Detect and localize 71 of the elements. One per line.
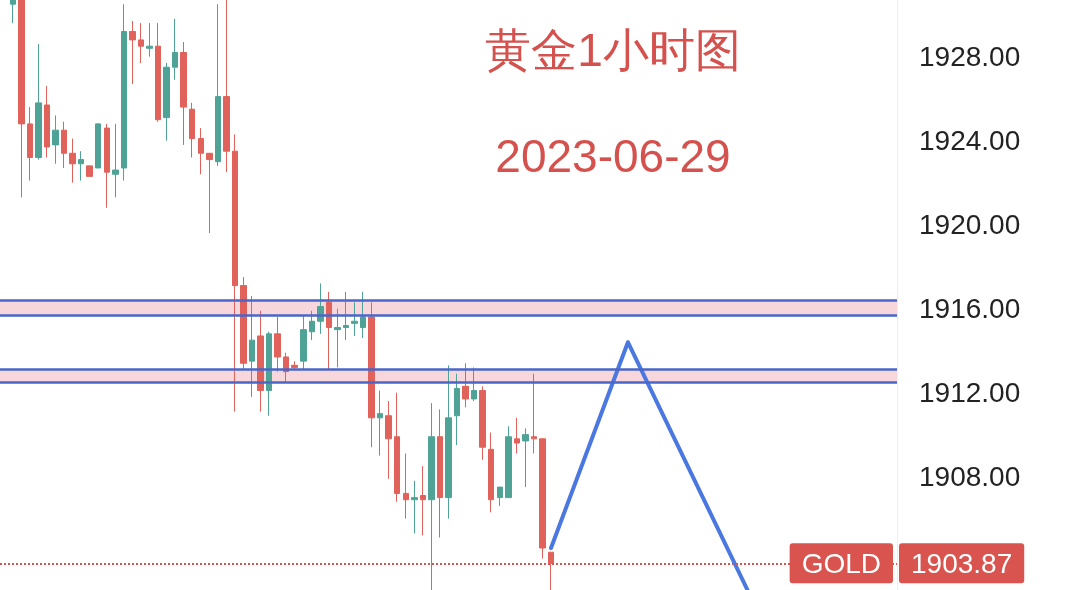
candlestick (69, 138, 76, 184)
candlestick (138, 22, 144, 64)
y-tick-label: 1916.00 (919, 293, 1021, 325)
y-tick-label: 1912.00 (919, 377, 1021, 409)
candlestick (78, 150, 84, 182)
candlestick (112, 123, 119, 198)
candlestick (539, 438, 546, 560)
candlestick (326, 291, 332, 371)
candlestick (189, 102, 195, 158)
candlestick (18, 0, 25, 198)
candlestick (454, 373, 460, 446)
candlestick (497, 486, 503, 507)
candlestick (309, 310, 315, 341)
candlestick (360, 291, 366, 339)
candlestick (471, 366, 477, 402)
candlestick (121, 3, 127, 182)
candlestick (368, 301, 375, 448)
candlestick (198, 127, 204, 175)
candlestick (437, 408, 443, 539)
candlestick (394, 392, 400, 503)
candlestick (206, 152, 213, 234)
candlestick (514, 417, 520, 455)
candlestick (291, 360, 298, 371)
candlestick (223, 0, 230, 173)
candlestick (300, 314, 307, 371)
candlestick (462, 362, 469, 408)
candlestick (146, 22, 153, 58)
candlestick (522, 427, 529, 488)
candlestick (249, 295, 255, 398)
candlestick (232, 133, 238, 413)
candlestick (35, 43, 42, 161)
candlestick (377, 390, 383, 457)
candlestick (531, 373, 537, 455)
candlestick (428, 402, 435, 590)
y-tick-label: 1924.00 (919, 125, 1021, 157)
candlestick (172, 18, 178, 81)
candlestick (274, 316, 281, 373)
candlestick (411, 480, 418, 534)
candlestick (215, 3, 221, 167)
candlestick (351, 301, 358, 337)
ref-line-label: 1903.87 (911, 547, 1013, 579)
candlestick (86, 165, 93, 177)
candlestick (240, 276, 247, 371)
candlestick (548, 551, 554, 590)
text: 黄金1小时图 (485, 24, 741, 76)
y-tick-label: 1928.00 (919, 41, 1021, 73)
candlestick (403, 453, 409, 520)
candlestick (180, 41, 187, 146)
text: 2023-06-29 (495, 130, 731, 182)
candlestick (420, 465, 426, 536)
annotation: GOLD (801, 547, 881, 579)
candlestick (445, 364, 452, 520)
y-tick-label: 1908.00 (919, 461, 1021, 493)
candlestick (334, 308, 341, 368)
candlestick (385, 400, 392, 480)
candlestick (479, 385, 486, 461)
candlestick (95, 123, 101, 169)
candlestick (505, 425, 512, 499)
candlestick (10, 0, 16, 24)
candlestick (52, 114, 59, 165)
y-tick-label: 1920.00 (919, 209, 1021, 241)
candlestick (129, 20, 136, 85)
candlestick (27, 106, 33, 182)
candlestick (155, 22, 161, 123)
candlestick (343, 291, 349, 341)
candlestick (44, 85, 50, 158)
candlestick (104, 123, 110, 209)
candlestick (163, 62, 170, 142)
candlestick (61, 121, 67, 169)
candlestick (266, 331, 272, 417)
candlestick (488, 432, 494, 513)
